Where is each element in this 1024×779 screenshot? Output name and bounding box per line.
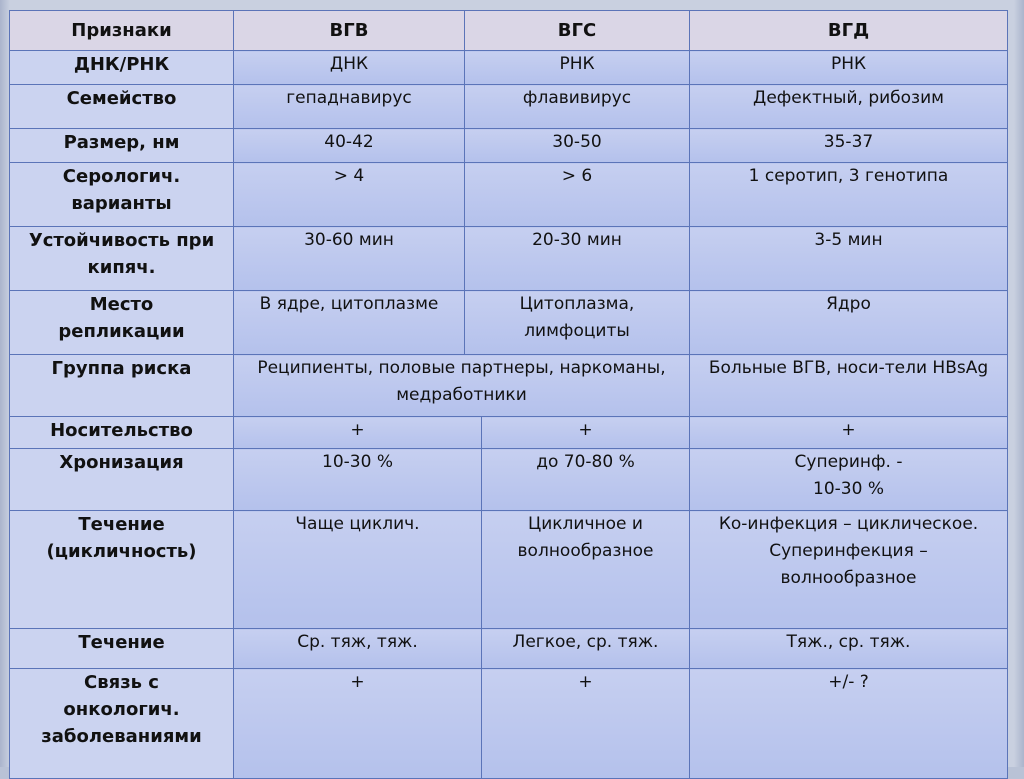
cell-line: Ко-инфекция – циклическое. [718, 514, 979, 534]
cell-line: Цикличное и [528, 514, 643, 534]
row-label: ДНК/РНК [9, 50, 234, 85]
cell-hdv: Тяж., ср. тяж. [689, 628, 1008, 669]
header-hbv: ВГВ [233, 10, 465, 51]
row-label: Течение [9, 628, 234, 669]
cell-hdv: 1 серотип, 3 генотипа [689, 162, 1008, 227]
table-row: Носительство + + + [9, 416, 1008, 449]
cell-hdv: Ядро [689, 290, 1008, 355]
cell-hbv-hcv: Реципиенты, половые партнеры, наркоманы,… [233, 354, 690, 417]
table-row: Семейство гепаднавирус флавивирус Дефект… [9, 84, 1008, 129]
cell-hbv: > 4 [233, 162, 465, 227]
cell-hcv: Легкое, ср. тяж. [481, 628, 690, 669]
row-label-line: Серологич. [62, 166, 181, 187]
cell-hdv: Дефектный, рибозим [689, 84, 1008, 129]
row-label: Семейство [9, 84, 234, 129]
cell-line: Реципиенты, половые партнеры, наркоманы, [257, 358, 666, 378]
cell-hbv: В ядре, цитоплазме [233, 290, 465, 355]
table-row: Течение (цикличность) Чаще циклич. Цикли… [9, 510, 1008, 629]
cell-hdv: Суперинф. - 10-30 % [689, 448, 1008, 511]
cell-line: Суперинф. - [794, 452, 903, 472]
cell-line: медработники [396, 385, 527, 405]
table-row: Размер, нм 40-42 30-50 35-37 [9, 128, 1008, 163]
table-row: Связь с онкологич. заболеваниями + + +/-… [9, 668, 1008, 779]
cell-line: Суперинфекция – [769, 541, 928, 561]
table-row: Группа риска Реципиенты, половые партнер… [9, 354, 1008, 417]
row-label-line: заболеваниями [41, 726, 202, 747]
table-row: ДНК/РНК ДНК РНК РНК [9, 50, 1008, 85]
row-label: Хронизация [9, 448, 234, 511]
cell-hcv: РНК [464, 50, 690, 85]
cell-hdv: 35-37 [689, 128, 1008, 163]
row-label: Связь с онкологич. заболеваниями [9, 668, 234, 779]
cell-hbv: + [233, 668, 482, 779]
row-label-line: онкологич. [63, 699, 180, 720]
cell-hcv: + [481, 668, 690, 779]
header-hdv: ВГД [689, 10, 1008, 51]
cell-hbv: Ср. тяж, тяж. [233, 628, 482, 669]
cell-line: лимфоциты [524, 321, 630, 341]
cell-hcv: Цитоплазма, лимфоциты [464, 290, 690, 355]
row-label: Размер, нм [9, 128, 234, 163]
cell-hcv: 20-30 мин [464, 226, 690, 291]
row-label-line: репликации [58, 321, 185, 342]
cell-hcv: флавивирус [464, 84, 690, 129]
row-label-line: Связь с [84, 672, 159, 693]
row-label: Течение (цикличность) [9, 510, 234, 629]
row-label: Носительство [9, 416, 234, 449]
comparison-table: Признаки ВГВ ВГС ВГД ДНК/РНК ДНК РНК РНК… [9, 10, 1008, 779]
table-row: Устойчивость при кипяч. 30-60 мин 20-30 … [9, 226, 1008, 291]
row-label: Серологич. варианты [9, 162, 234, 227]
row-label: Устойчивость при кипяч. [9, 226, 234, 291]
cell-hdv: +/- ? [689, 668, 1008, 779]
cell-line: Цитоплазма, [519, 294, 635, 314]
cell-hdv: 3-5 мин [689, 226, 1008, 291]
cell-line: волнообразное [780, 568, 917, 588]
cell-hcv: до 70-80 % [481, 448, 690, 511]
cell-hcv: + [481, 416, 690, 449]
cell-hbv: + [233, 416, 482, 449]
table-row: Серологич. варианты > 4 > 6 1 серотип, 3… [9, 162, 1008, 227]
row-label-line: Место [89, 294, 154, 315]
cell-hdv: Ко-инфекция – циклическое. Суперинфекция… [689, 510, 1008, 629]
cell-hcv: 30-50 [464, 128, 690, 163]
cell-hbv: гепаднавирус [233, 84, 465, 129]
cell-hbv: 30-60 мин [233, 226, 465, 291]
cell-line: 10-30 % [813, 479, 884, 499]
cell-line: волнообразное [517, 541, 654, 561]
row-label: Группа риска [9, 354, 234, 417]
table-row: Хронизация 10-30 % до 70-80 % Суперинф. … [9, 448, 1008, 511]
header-row: Признаки ВГВ ВГС ВГД [9, 10, 1008, 51]
cell-hdv: Больные ВГВ, носи-тели HBsAg [689, 354, 1008, 417]
row-label: Место репликации [9, 290, 234, 355]
row-label-line: Устойчивость при [28, 230, 215, 251]
cell-hdv: + [689, 416, 1008, 449]
header-features: Признаки [9, 10, 234, 51]
cell-hcv: > 6 [464, 162, 690, 227]
cell-hbv: 10-30 % [233, 448, 482, 511]
cell-hbv: Чаще циклич. [233, 510, 482, 629]
cell-hdv: РНК [689, 50, 1008, 85]
row-label-line: (цикличность) [46, 541, 197, 562]
row-label-line: Течение [78, 514, 165, 535]
cell-hbv: 40-42 [233, 128, 465, 163]
header-hcv: ВГС [464, 10, 690, 51]
cell-hcv: Цикличное и волнообразное [481, 510, 690, 629]
table-row: Место репликации В ядре, цитоплазме Цито… [9, 290, 1008, 355]
table-row: Течение Ср. тяж, тяж. Легкое, ср. тяж. Т… [9, 628, 1008, 669]
row-label-line: варианты [71, 193, 172, 214]
row-label-line: кипяч. [87, 257, 156, 278]
cell-hbv: ДНК [233, 50, 465, 85]
